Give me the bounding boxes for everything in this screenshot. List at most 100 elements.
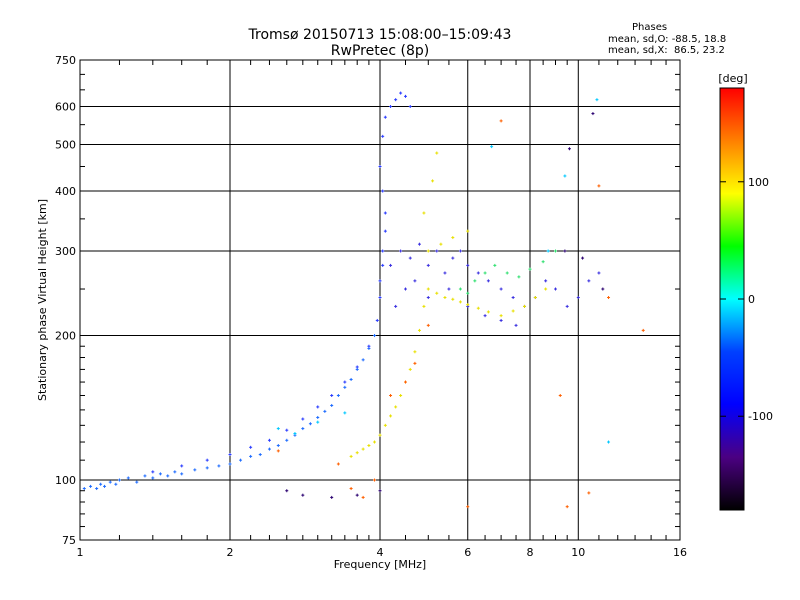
data-point xyxy=(595,98,599,102)
phase-info-o: mean, sd,O: -88.5, 18.8 xyxy=(608,34,727,45)
data-point xyxy=(399,394,403,398)
data-point xyxy=(422,211,426,215)
data-point xyxy=(458,300,462,304)
chart-subtitle: RwPretec (8p) xyxy=(330,43,430,59)
data-point xyxy=(399,249,403,253)
data-point xyxy=(375,318,379,322)
data-point xyxy=(607,296,611,300)
data-point xyxy=(301,493,305,497)
data-point xyxy=(249,445,253,449)
data-point xyxy=(378,433,382,437)
data-point xyxy=(426,323,430,327)
data-point xyxy=(217,464,221,468)
data-point xyxy=(403,94,407,98)
data-point xyxy=(258,453,262,457)
data-point xyxy=(493,263,497,267)
x-tick-label: 1 xyxy=(77,546,84,559)
data-point xyxy=(451,297,455,301)
data-point xyxy=(408,105,412,109)
data-point xyxy=(249,454,253,458)
data-point xyxy=(343,385,347,389)
data-point xyxy=(597,271,601,275)
data-point xyxy=(466,229,470,233)
data-point xyxy=(565,304,569,308)
data-point xyxy=(173,470,177,474)
data-point xyxy=(544,287,548,291)
data-point xyxy=(399,91,403,95)
data-point xyxy=(389,105,393,109)
data-point xyxy=(336,394,340,398)
data-point xyxy=(394,98,398,102)
data-point xyxy=(239,458,243,462)
data-point xyxy=(95,487,99,491)
data-point xyxy=(413,361,417,365)
data-point xyxy=(499,119,503,123)
data-point xyxy=(422,304,426,308)
data-point xyxy=(228,462,232,466)
data-point xyxy=(316,405,320,409)
x-tick-label: 10 xyxy=(571,546,585,559)
data-point xyxy=(381,134,385,138)
colorbar-ticks: 100 0 -100 xyxy=(720,176,773,423)
data-point xyxy=(607,440,611,444)
data-point xyxy=(544,279,548,283)
data-point xyxy=(383,115,387,119)
x-tick-label: 8 xyxy=(527,546,534,559)
data-point xyxy=(435,249,439,253)
data-point xyxy=(389,263,393,267)
data-point xyxy=(403,380,407,384)
colorbar-tick-label: -100 xyxy=(748,410,773,423)
data-point xyxy=(343,380,347,384)
data-point xyxy=(103,484,107,488)
data-point xyxy=(417,242,421,246)
data-point xyxy=(476,271,480,275)
axis-ticks: 1 2 4 6 8 10 16 75 100 200 300 400 500 600 750 xyxy=(55,54,687,559)
phase-info-title: Phases xyxy=(632,22,668,33)
data-point xyxy=(383,423,387,427)
data-point xyxy=(473,279,477,283)
data-point xyxy=(361,358,365,362)
data-point xyxy=(349,454,353,458)
colorbar-tick-label: 100 xyxy=(748,176,769,189)
y-tick-label: 400 xyxy=(55,185,76,198)
data-point xyxy=(151,476,155,480)
data-point xyxy=(517,275,521,279)
data-point xyxy=(381,249,385,253)
data-point xyxy=(158,472,162,476)
data-point xyxy=(361,495,365,499)
data-point xyxy=(511,309,515,313)
data-point xyxy=(143,474,147,478)
data-point xyxy=(426,263,430,267)
data-point xyxy=(323,409,327,413)
data-point xyxy=(349,377,353,381)
data-point xyxy=(581,256,585,260)
data-point xyxy=(591,112,595,116)
data-point xyxy=(89,484,93,488)
data-point xyxy=(601,287,605,291)
data-point xyxy=(486,279,490,283)
data-point xyxy=(499,314,503,318)
data-point xyxy=(486,310,490,314)
data-point xyxy=(285,428,289,432)
data-point xyxy=(499,318,503,322)
data-point xyxy=(193,468,197,472)
data-point xyxy=(426,287,430,291)
data-point xyxy=(394,304,398,308)
data-point xyxy=(389,394,393,398)
data-point xyxy=(367,344,371,348)
data-point xyxy=(383,211,387,215)
y-tick-label: 75 xyxy=(62,534,76,547)
data-point xyxy=(523,304,527,308)
data-point xyxy=(413,350,417,354)
data-point xyxy=(205,458,209,462)
data-point xyxy=(205,466,209,470)
data-point xyxy=(301,427,305,431)
data-point xyxy=(514,323,518,327)
data-point xyxy=(483,271,487,275)
phase-info-x: mean, sd,X: 86.5, 23.2 xyxy=(608,45,725,56)
data-point xyxy=(435,291,439,295)
data-point xyxy=(439,242,443,246)
data-point xyxy=(367,444,371,448)
data-point xyxy=(443,296,447,300)
data-point xyxy=(355,365,359,369)
